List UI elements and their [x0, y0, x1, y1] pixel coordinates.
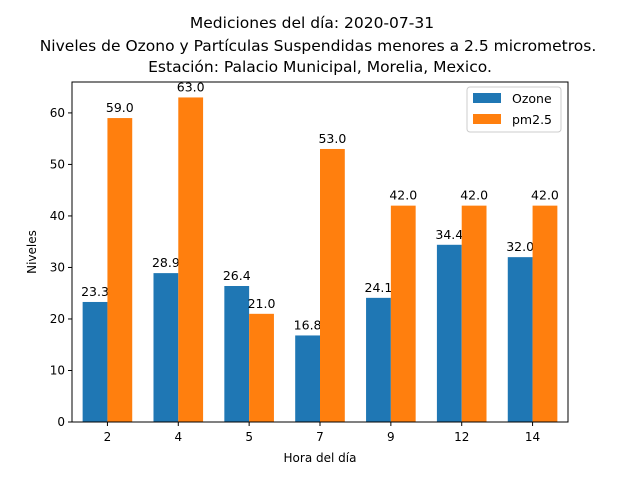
data-label-ozone-12: 34.4: [435, 227, 463, 242]
data-label-pm25-2: 59.0: [106, 100, 134, 115]
axes-frame: [71, 81, 569, 423]
bar-pm25-4: [178, 97, 204, 422]
y-axis-label: Niveles: [25, 230, 39, 274]
data-label-pm25-7: 53.0: [318, 131, 346, 146]
bar-ozone-14: [507, 257, 533, 422]
bar-pm25-12: [461, 205, 487, 422]
bar-ozone-5: [224, 286, 250, 422]
data-label-ozone-4: 28.9: [152, 255, 180, 270]
x-tick-label-7: 7: [316, 430, 324, 444]
x-tick-label-9: 9: [387, 430, 395, 444]
y-tick-label-60: 60: [50, 106, 65, 120]
plot-area: 23.3 28.9 26.4 16.8 24.1 34.4 32.0 59.0 63.0 21.0…: [50, 79, 559, 444]
data-label-pm25-4: 63.0: [177, 79, 205, 94]
data-label-ozone-5: 26.4: [223, 268, 251, 283]
y-tick-label-20: 20: [50, 312, 65, 326]
y-tick-label-10: 10: [50, 363, 65, 377]
x-tick-label-14: 14: [525, 430, 540, 444]
legend: Ozone pm2.5: [466, 86, 562, 133]
bar-ozone-9: [366, 297, 391, 422]
bar-ozone-7: [295, 335, 320, 422]
title-line-3: Estación: Palacio Municipal, Morelia, Me…: [148, 58, 492, 76]
x-tick-label-2: 2: [104, 430, 112, 444]
y-tick-label-40: 40: [50, 209, 65, 223]
data-label-pm25-14: 42.0: [531, 188, 559, 203]
data-label-ozone-9: 24.1: [365, 280, 393, 295]
bar-pm25-7: [320, 148, 345, 422]
y-tick-label-50: 50: [50, 157, 65, 171]
legend-swatch-ozone: [473, 93, 501, 103]
data-label-pm25-12: 42.0: [460, 188, 488, 203]
x-tick-label-5: 5: [245, 430, 253, 444]
data-label-ozone-14: 32.0: [506, 239, 534, 254]
data-label-pm25-5: 21.0: [248, 296, 276, 311]
x-axis-label: Hora del día: [284, 451, 357, 465]
data-label-ozone-7: 16.8: [294, 317, 322, 332]
bar-pm25-14: [532, 205, 558, 422]
bar-pm25-2: [107, 118, 133, 422]
x-tick-label-4: 4: [174, 430, 182, 444]
title-line-1: Mediciones del día: 2020-07-31: [190, 14, 434, 32]
bar-ozone-2: [82, 301, 108, 422]
x-tick-label-12: 12: [454, 430, 469, 444]
legend-label-pm25: pm2.5: [512, 112, 552, 127]
y-tick-label-0: 0: [57, 415, 65, 429]
legend-label-ozone: Ozone: [512, 91, 552, 106]
data-label-pm25-9: 42.0: [389, 188, 417, 203]
bar-ozone-12: [436, 244, 462, 422]
bar-pm25-5: [249, 313, 274, 422]
title-line-2: Niveles de Ozono y Partículas Suspendida…: [40, 37, 597, 55]
data-label-ozone-2: 23.3: [81, 284, 109, 299]
bar-ozone-4: [153, 273, 179, 422]
y-tick-label-30: 30: [50, 260, 65, 274]
bar-pm25-9: [390, 205, 416, 422]
legend-swatch-pm25: [473, 114, 501, 124]
chart-title: Mediciones del día: 2020-07-31 Niveles d…: [40, 14, 597, 76]
